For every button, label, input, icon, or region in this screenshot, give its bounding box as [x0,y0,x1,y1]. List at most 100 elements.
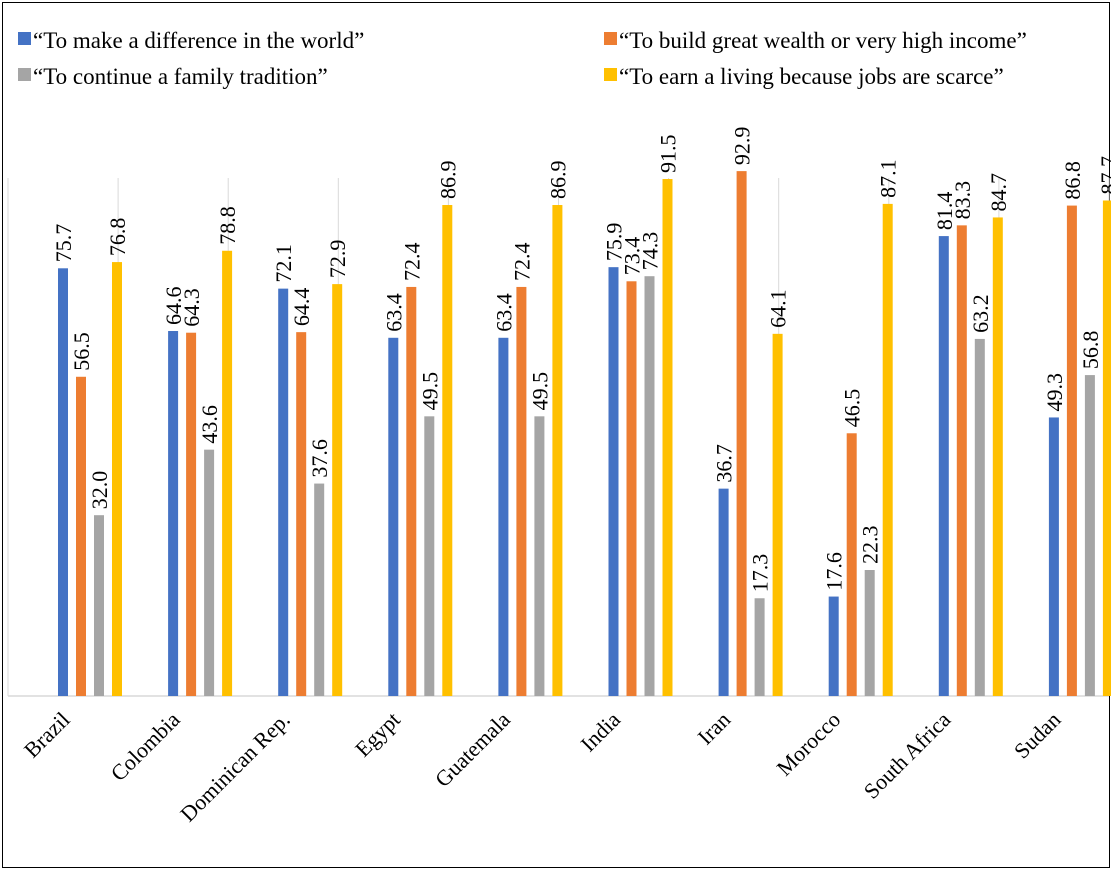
data-label: 86.9 [545,161,570,200]
legend-label: “To make a difference in the world” [33,28,364,53]
data-label: 56.5 [69,332,94,371]
data-label: 43.6 [197,405,222,444]
bar [186,332,197,696]
data-label: 63.4 [381,293,406,332]
data-label: 63.4 [491,293,516,332]
x-tick-label: Colombia [106,707,185,786]
data-label: 86.8 [1060,161,1085,200]
data-label: 75.7 [51,224,76,263]
data-label: 49.5 [417,372,442,411]
bar [58,268,68,696]
bar [222,250,233,696]
x-tick-label: India [575,707,625,757]
bar [772,333,783,696]
bar [846,433,857,696]
legend-swatch [18,32,31,45]
bar [516,286,527,696]
legend: “To make a difference in the world” “To b… [18,28,1027,89]
legend-label: “To build great wealth or very high inco… [619,28,1027,53]
data-label: 84.7 [986,173,1011,212]
bar [754,598,765,696]
data-label: 75.9 [602,223,627,262]
bar [424,416,435,696]
bar [718,488,729,696]
bar [1066,205,1077,696]
bar [406,286,417,696]
bar [112,262,122,696]
x-tick-label: Guatemala [430,707,515,792]
bar [332,284,343,696]
data-label: 73.4 [620,237,645,276]
data-label: 49.3 [1042,373,1067,412]
bar [314,483,325,696]
legend-swatch [604,32,617,45]
data-label: 72.1 [271,244,296,283]
x-tick-label: Morocco [771,707,845,781]
legend-label: “To earn a living because jobs are scarc… [619,64,1004,89]
bar [974,338,985,696]
data-label: 72.9 [325,240,350,279]
bar [864,570,875,696]
data-label: 46.5 [840,389,865,428]
data-label: 36.7 [712,444,737,483]
data-label: 78.8 [215,206,240,245]
data-label: 56.8 [1078,331,1103,370]
x-tick-label: Dominican Rep. [175,707,295,827]
data-label: 17.3 [748,554,773,593]
bar [94,515,104,696]
bar [828,596,839,696]
data-label: 87.1 [876,159,901,198]
legend-swatch [18,68,31,81]
data-label: 64.6 [161,287,186,326]
data-label: 86.9 [435,161,460,200]
bar [296,332,307,696]
data-label: 64.4 [289,288,314,327]
bar [442,205,453,696]
data-label: 76.8 [105,218,130,257]
bar [882,203,893,696]
data-label: 83.3 [950,181,975,220]
bar [736,171,747,697]
bar [76,376,86,696]
data-label: 22.3 [858,526,883,565]
bar [552,205,563,696]
data-label: 81.4 [932,192,957,231]
bars [58,171,1111,697]
bar [534,416,545,696]
bar [644,276,655,696]
bar [938,236,949,696]
x-tick-label: Brazil [19,707,75,763]
x-tick-label: Sudan [1009,707,1066,764]
data-label: 17.6 [822,552,847,591]
data-label: 37.6 [307,439,332,478]
data-label: 74.3 [638,232,663,271]
x-tick-label: Iran [692,707,735,750]
bar [956,225,967,697]
data-label: 72.4 [509,242,534,281]
data-label: 64.1 [766,289,791,328]
bar [204,449,215,696]
bar [608,267,619,696]
bar [498,337,509,696]
bar [388,337,399,696]
bar [1048,417,1059,696]
data-label: 63.2 [968,294,993,333]
x-tick-label: South Africa [859,707,956,804]
chart-svg: “To make a difference in the world” “To b… [7,28,1111,827]
bar [168,331,179,696]
bar [1084,375,1095,696]
bar [626,281,637,696]
value-labels: 75.7 56.5 32.0 76.8 64.664.3 43.6 78.8 72.1 64.4… [51,127,1111,593]
legend-swatch [604,68,617,81]
bar [1102,200,1111,696]
legend-label: “To continue a family tradition” [33,64,328,89]
x-tick-label: Egypt [350,707,405,762]
data-label: 72.4 [399,242,424,281]
data-label: 87.7 [1096,156,1111,195]
data-label: 49.5 [527,372,552,411]
data-label: 91.5 [656,135,681,174]
data-label: 92.9 [730,127,755,166]
bar [278,288,289,696]
